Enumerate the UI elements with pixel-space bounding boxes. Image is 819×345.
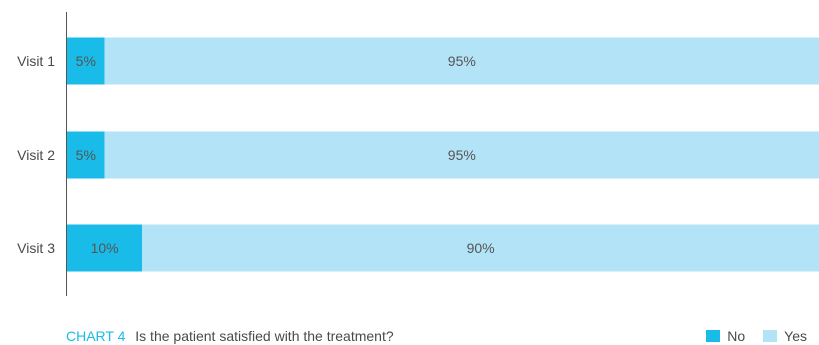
chart-caption: CHART 4 Is the patient satisfied with th… <box>66 328 394 344</box>
data-label-yes-3: 90% <box>467 240 495 256</box>
legend-swatch-yes <box>763 330 778 342</box>
bar-no-1 <box>67 37 105 85</box>
legend-item-yes: Yes <box>763 328 807 344</box>
chart-legend: No Yes <box>688 328 807 344</box>
chart-title: Is the patient satisfied with the treatm… <box>135 328 394 344</box>
bar-yes-2 <box>104 131 819 179</box>
chart-number: CHART 4 <box>66 328 126 344</box>
bar-no-3 <box>67 224 143 272</box>
bars-group: Visit 1 5% 95% Visit 2 5% 95% Visit 3 10% 90% <box>17 37 819 272</box>
category-label-3: Visit 3 <box>17 240 55 256</box>
data-label-yes-1: 95% <box>448 53 476 69</box>
legend-label-no: No <box>727 328 746 344</box>
legend-swatch-no <box>706 330 721 342</box>
data-label-no-1: 5% <box>76 53 96 69</box>
bar-yes-1 <box>104 37 819 85</box>
data-label-no-2: 5% <box>76 147 96 163</box>
data-label-yes-2: 95% <box>448 147 476 163</box>
stacked-bar-chart: Visit 1 5% 95% Visit 2 5% 95% Visit 3 10% 90% <box>17 12 819 296</box>
data-label-no-3: 10% <box>91 240 119 256</box>
legend-item-no: No <box>706 328 745 344</box>
category-label-2: Visit 2 <box>17 147 55 163</box>
category-label-1: Visit 1 <box>17 53 55 69</box>
bar-no-2 <box>67 131 105 179</box>
legend-label-yes: Yes <box>784 328 807 344</box>
bar-yes-3 <box>142 224 819 272</box>
